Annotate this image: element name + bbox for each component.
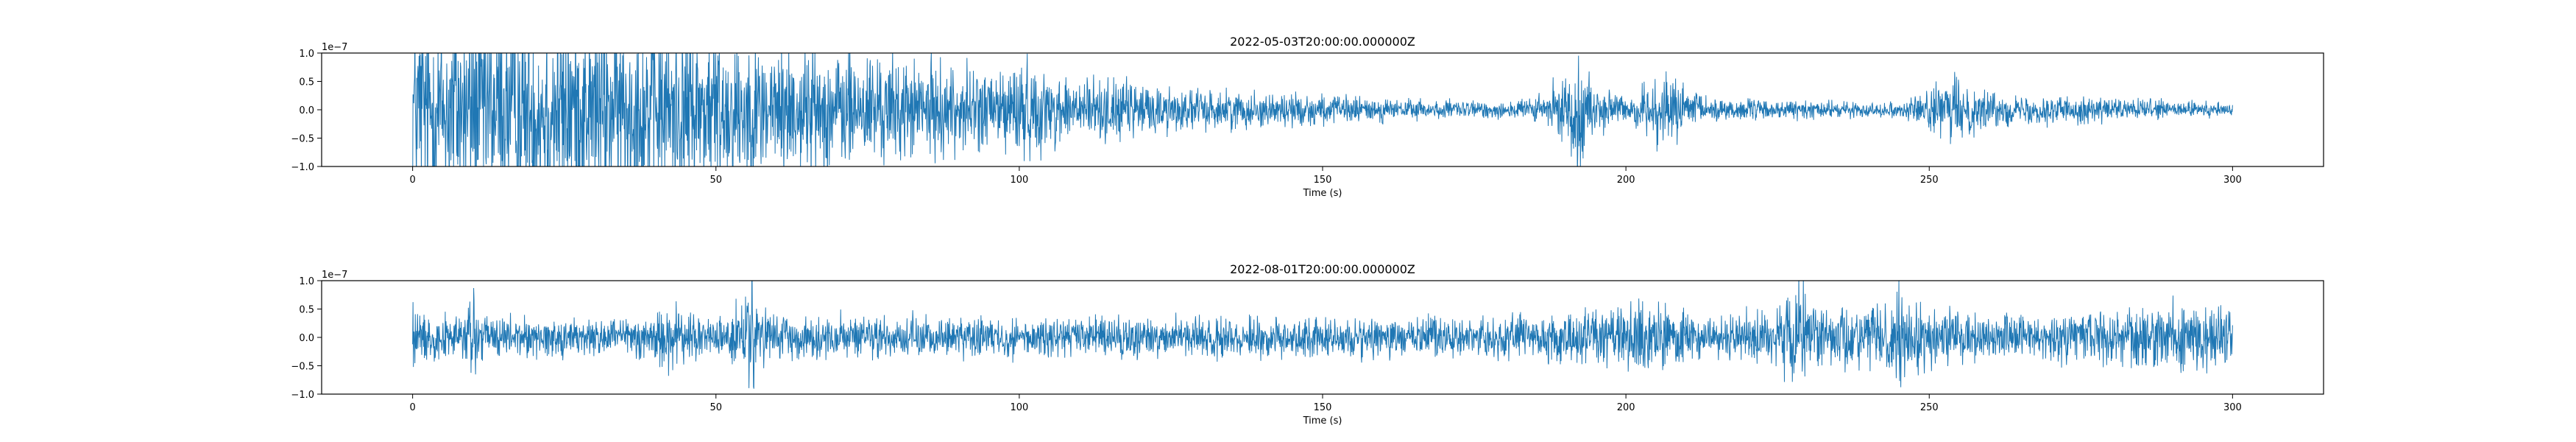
panel-1-trace xyxy=(412,53,2233,166)
panel-2-x-tick-label: 0 xyxy=(409,402,415,413)
panel-2-y-tick-label: 0.5 xyxy=(299,305,314,316)
panel-2-x-tick-label: 50 xyxy=(710,402,722,413)
panel-1-title: 2022-05-03T20:00:00.000000Z xyxy=(1230,35,1415,49)
panel-2-x-tick-label: 100 xyxy=(1010,402,1028,413)
panel-1-x-axis-label: Time (s) xyxy=(1303,188,1342,199)
panel-1-y-tick-label: 1.0 xyxy=(299,49,314,60)
panel-2-x-tick-label: 300 xyxy=(2223,402,2242,413)
panel-1-y-tick-label: 0.0 xyxy=(299,105,314,116)
panel-2-y-tick-label: −0.5 xyxy=(291,362,314,373)
panel-2-x-tick-label: 250 xyxy=(1920,402,1939,413)
panel-1-offset-text: 1e−7 xyxy=(322,42,347,53)
panel-2-x-tick-label: 150 xyxy=(1314,402,1332,413)
panel-2-title: 2022-08-01T20:00:00.000000Z xyxy=(1230,262,1415,276)
panel-1-x-tick-label: 50 xyxy=(710,175,722,186)
panel-1-x-tick-label: 200 xyxy=(1617,175,1635,186)
panel-2-offset-text: 1e−7 xyxy=(322,270,347,281)
panel-2-x-tick-label: 200 xyxy=(1617,402,1635,413)
panel-1-x-tick-label: 100 xyxy=(1010,175,1028,186)
panel-2-y-tick-label: −1.0 xyxy=(291,390,314,401)
panel-2-y-tick-label: 0.0 xyxy=(299,333,314,344)
panel-1-waveform-line xyxy=(412,53,2233,166)
panel-2-x-axis-label: Time (s) xyxy=(1303,415,1342,427)
panel-1-x-tick-label: 300 xyxy=(2223,175,2242,186)
panel-1-x-tick-label: 0 xyxy=(409,175,415,186)
panel-1-x-tick-label: 250 xyxy=(1920,175,1939,186)
panel-2-waveform-line xyxy=(412,281,2233,389)
waveform-panel-2: 2022-08-01T20:00:00.000000Z 1e−7 −1.0 −0.… xyxy=(291,262,2324,427)
panel-2-y-tick-label: 1.0 xyxy=(299,276,314,287)
panel-1-y-tick-label: −1.0 xyxy=(291,162,314,173)
panel-1-y-tick-label: −0.5 xyxy=(291,134,314,145)
panel-1-x-tick-label: 150 xyxy=(1314,175,1332,186)
panel-1-y-tick-label: 0.5 xyxy=(299,77,314,88)
panel-2-trace xyxy=(412,281,2233,389)
waveform-panel-1: 2022-05-03T20:00:00.000000Z 1e−7 −1.0 −0.… xyxy=(291,35,2324,199)
